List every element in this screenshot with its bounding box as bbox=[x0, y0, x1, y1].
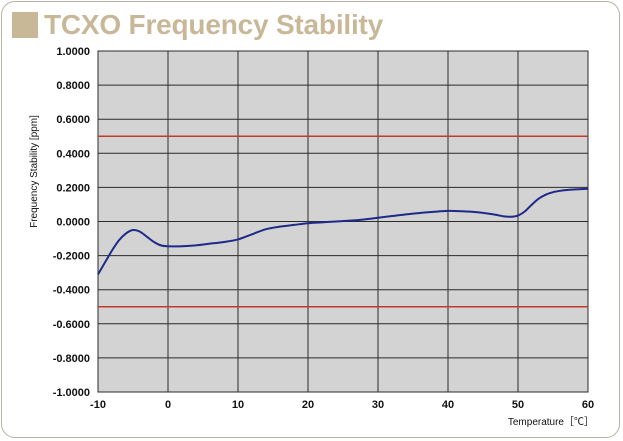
y-tick-label: 0.4000 bbox=[56, 148, 90, 160]
x-tick-label: 40 bbox=[442, 399, 454, 411]
y-tick-label: 0.6000 bbox=[56, 114, 90, 126]
y-axis-label: Frequency Stability [ppm] bbox=[29, 115, 40, 228]
y-tick-label: -1.0000 bbox=[53, 387, 90, 399]
x-tick-label: 30 bbox=[372, 399, 384, 411]
chart-title-row: TCXO Frequency Stability bbox=[12, 8, 383, 42]
y-tick-label: 0.2000 bbox=[56, 182, 90, 194]
x-tick-label: 10 bbox=[232, 399, 244, 411]
chart-title: TCXO Frequency Stability bbox=[44, 9, 384, 40]
x-tick-label: -10 bbox=[90, 399, 106, 411]
x-axis-label: Temperature［℃］ bbox=[508, 416, 594, 428]
y-tick-label: -0.6000 bbox=[53, 319, 90, 331]
y-tick-label: -0.4000 bbox=[53, 285, 90, 297]
y-tick-label: 0.8000 bbox=[56, 80, 90, 92]
y-tick-label: 0.0000 bbox=[56, 217, 90, 229]
x-tick-label: 20 bbox=[302, 399, 314, 411]
y-tick-label: -0.8000 bbox=[53, 353, 90, 365]
stability-curve bbox=[97, 187, 589, 275]
x-tick-label: 50 bbox=[512, 399, 524, 411]
y-tick-label: -0.2000 bbox=[53, 251, 90, 263]
x-tick-label: 0 bbox=[165, 399, 171, 411]
y-tick-label: 1.0000 bbox=[56, 46, 90, 58]
title-square-icon bbox=[12, 12, 38, 38]
x-tick-label: 60 bbox=[582, 399, 594, 411]
